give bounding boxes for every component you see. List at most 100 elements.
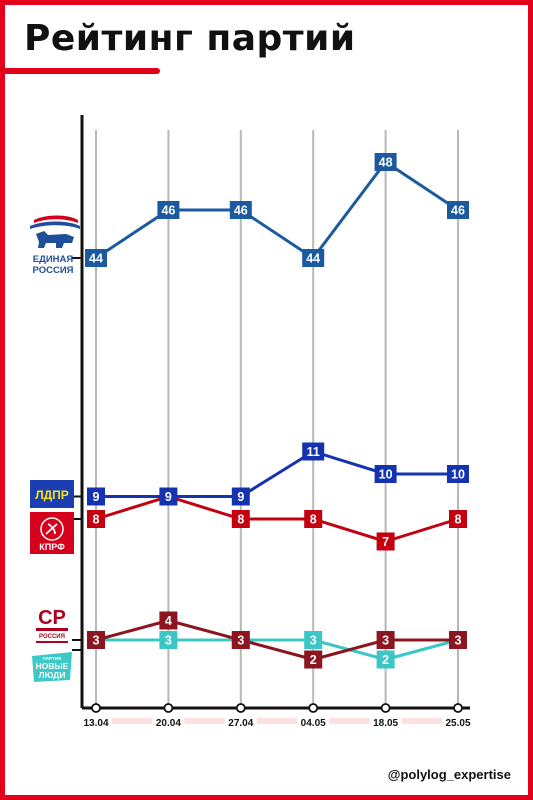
nl-logo-line2: ЛЮДИ	[39, 670, 66, 680]
kprf-logo-text: КПРФ	[39, 542, 65, 552]
sr-logo: СР РОССИЯ	[36, 607, 68, 643]
series-line-1	[96, 450, 458, 498]
novye-lyudi-logo: ПАРТИЯ НОВЫЕ ЛЮДИ	[32, 652, 72, 682]
data-label-3-5: 3	[449, 631, 467, 649]
series-line-0	[95, 160, 459, 260]
data-label-value: 3	[237, 634, 244, 648]
data-label-box	[449, 510, 467, 528]
series-line-3	[95, 619, 458, 661]
x-tick-label-04.05: 04.05	[301, 718, 326, 729]
data-label-0-2: 46	[229, 201, 252, 219]
sr-logo-sub: РОССИЯ	[39, 634, 65, 640]
data-label-value: 46	[234, 204, 248, 218]
data-label-3-0: 3	[87, 631, 105, 649]
data-label-value: 8	[455, 513, 462, 527]
data-label-box	[376, 650, 395, 669]
data-label-box	[157, 201, 180, 219]
data-label-1-2: 9	[231, 487, 250, 506]
axes	[72, 115, 470, 710]
x-tick-label-18.05: 18.05	[373, 718, 398, 729]
kprf-logo: КПРФ	[30, 512, 74, 554]
data-label-0-0: 44	[85, 249, 107, 267]
data-label-1-0: 9	[87, 487, 105, 506]
data-label-box	[229, 201, 252, 219]
data-label-0-1: 46	[157, 201, 180, 219]
ldpr-logo: ЛДПР	[30, 480, 74, 508]
data-label-value: 3	[93, 634, 100, 648]
data-label-value: 10	[379, 468, 393, 482]
data-label-value: 9	[237, 490, 244, 504]
data-label-box	[231, 631, 250, 649]
data-label-value: 9	[93, 490, 100, 504]
data-label-value: 8	[310, 513, 317, 527]
data-label-box	[447, 201, 469, 219]
data-label-2-3: 8	[304, 510, 323, 528]
x-tick-dot-20.04	[163, 703, 174, 713]
data-label-1-5: 10	[447, 465, 469, 483]
data-label-value: 3	[310, 634, 317, 648]
data-label-box	[302, 442, 325, 461]
edinaya-rossiya-logo: ЕДИНАЯ РОССИЯ	[30, 215, 80, 276]
data-label-value: 46	[161, 204, 175, 218]
data-label-box	[302, 249, 325, 267]
data-label-box	[231, 510, 250, 528]
x-band-0	[112, 718, 153, 724]
data-label-value: 48	[379, 156, 393, 170]
data-label-value: 7	[382, 535, 389, 549]
data-label-box	[304, 650, 323, 669]
x-band-2	[256, 718, 298, 724]
data-label-box	[87, 631, 105, 649]
data-label-value: 44	[306, 252, 320, 266]
x-tick-dot-13.04	[91, 703, 101, 713]
sr-logo-text: СР	[38, 607, 66, 629]
nl-logo-line0: ПАРТИЯ	[43, 656, 62, 661]
data-label-box	[159, 611, 178, 630]
data-label-value: 46	[451, 204, 465, 218]
data-label-box	[159, 631, 178, 649]
data-label-4-4: 2	[376, 650, 395, 669]
data-label-box	[376, 631, 395, 649]
data-label-1-1: 9	[159, 487, 178, 506]
data-label-2-5: 8	[449, 510, 467, 528]
ldpr-logo-text: ЛДПР	[35, 488, 69, 502]
data-label-value: 10	[451, 468, 465, 482]
data-label-3-3: 2	[304, 650, 323, 669]
x-tick-dot-25.05	[453, 703, 463, 713]
data-label-box	[85, 249, 107, 267]
data-label-value: 2	[382, 653, 389, 667]
data-label-box	[304, 631, 323, 649]
data-label-2-0: 8	[87, 510, 105, 528]
data-label-value: 8	[237, 513, 244, 527]
data-label-value: 2	[310, 653, 317, 667]
x-band-4	[401, 718, 442, 724]
data-label-1-3: 11	[302, 442, 325, 461]
data-labels: 33332334323388878999111010444646444846	[85, 153, 469, 669]
x-tick-dot-27.04	[235, 703, 246, 713]
ur-logo-line1: ЕДИНАЯ	[33, 254, 74, 265]
data-label-box	[304, 510, 323, 528]
data-label-value: 3	[382, 634, 389, 648]
x-tick-dot-04.05	[308, 703, 319, 713]
page-title: Рейтинг партий	[24, 18, 356, 59]
data-label-box	[449, 631, 467, 649]
ur-logo-line2: РОССИЯ	[33, 265, 74, 276]
data-label-box	[374, 465, 397, 483]
x-tick-dot-18.05	[380, 703, 391, 713]
x-band-1	[184, 718, 225, 724]
data-label-4-3: 3	[304, 631, 323, 649]
credit-handle: @polylog_expertise	[387, 767, 511, 782]
x-band-3	[329, 718, 370, 724]
data-label-value: 11	[307, 445, 320, 459]
data-label-4-1: 3	[159, 631, 178, 649]
data-label-box	[374, 153, 397, 171]
data-label-3-2: 3	[231, 631, 250, 649]
data-label-value: 4	[165, 614, 172, 628]
data-label-value: 8	[93, 513, 100, 527]
data-label-value: 3	[455, 634, 462, 648]
series-lines	[95, 160, 459, 661]
x-tick-label-25.05: 25.05	[445, 718, 470, 729]
data-label-box	[159, 487, 178, 506]
data-label-box	[87, 510, 105, 528]
